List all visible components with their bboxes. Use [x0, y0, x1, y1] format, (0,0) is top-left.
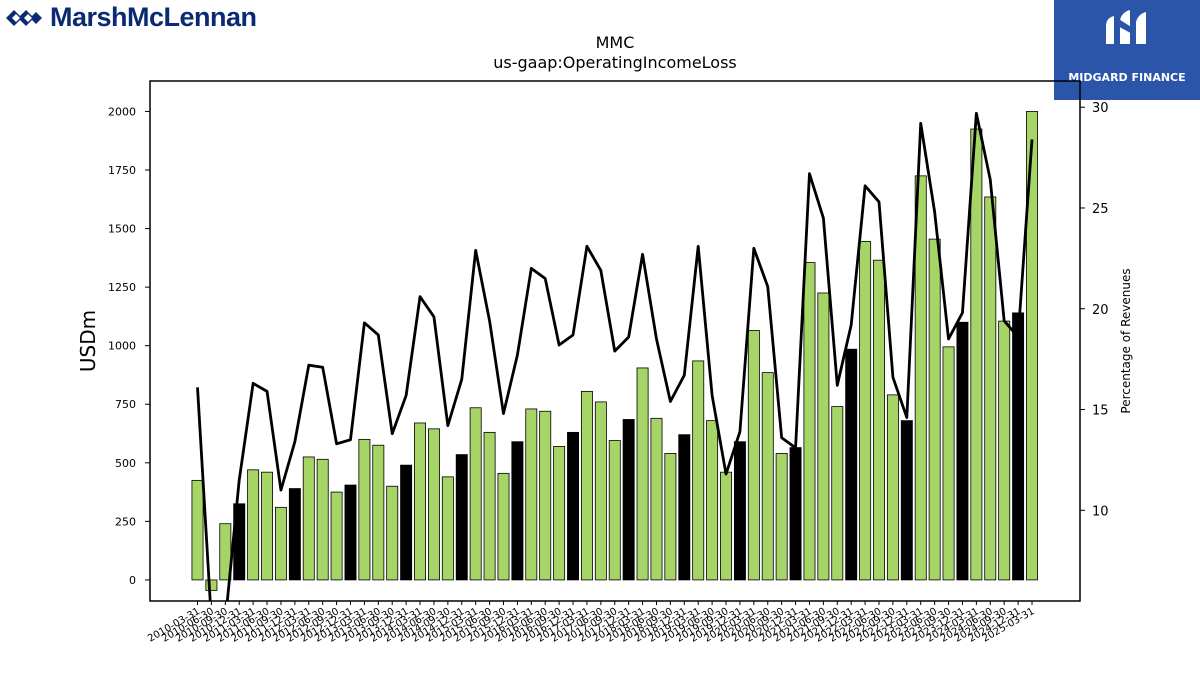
bar	[636, 367, 649, 581]
y-tick-label: 500	[115, 457, 136, 470]
y2-axis-label: Percentage of Revenues	[1119, 268, 1133, 413]
y-tick-label: 2000	[108, 105, 136, 118]
bar	[803, 262, 816, 581]
bar	[900, 420, 913, 581]
bar	[483, 431, 496, 581]
bar	[664, 453, 677, 581]
bar	[330, 491, 343, 581]
bar	[344, 484, 357, 581]
bar	[970, 128, 983, 581]
bar	[845, 348, 858, 581]
midgard-logo-icon	[1106, 10, 1146, 44]
bar	[525, 408, 538, 581]
bar	[956, 321, 969, 581]
bar	[984, 196, 997, 581]
bar	[1012, 312, 1025, 581]
y-tick-label: 1250	[108, 281, 136, 294]
y-tick-label: 1500	[108, 223, 136, 236]
bar	[316, 458, 329, 581]
bar	[720, 471, 732, 581]
bar	[692, 360, 705, 581]
bar	[288, 488, 301, 581]
bar	[747, 330, 760, 581]
y2-tick-label: 10	[1092, 504, 1109, 519]
y-tick-label: 1000	[108, 340, 136, 353]
bar	[358, 438, 371, 581]
bar	[567, 431, 579, 581]
bar	[372, 444, 385, 581]
bar	[608, 440, 621, 581]
bar	[789, 447, 802, 581]
bar	[441, 476, 454, 581]
bar	[831, 406, 844, 581]
bar	[247, 469, 260, 581]
bar	[1026, 111, 1038, 581]
y-tick-label: 1750	[108, 164, 136, 177]
bar	[873, 259, 885, 581]
percentage-line-series	[196, 111, 1034, 601]
bar	[942, 346, 955, 581]
x-axis: 2010-03-312010-06-302010-09-302010-12-31…	[146, 601, 1037, 645]
bar	[302, 456, 315, 581]
midgard-finance-label: MIDGARD FINANCE	[1068, 71, 1186, 84]
bar	[914, 175, 927, 581]
bar	[274, 506, 287, 581]
chart-title: MMC	[596, 33, 635, 52]
bar	[539, 410, 552, 581]
bar	[622, 419, 635, 581]
y-tick-label: 250	[115, 515, 136, 528]
bar	[261, 471, 274, 581]
bar	[817, 292, 830, 581]
bar	[469, 407, 482, 581]
bar	[650, 417, 663, 581]
bar	[580, 390, 593, 581]
bar	[733, 441, 746, 581]
midgard-finance-badge: MIDGARD FINANCE	[1054, 0, 1200, 100]
bar-series	[191, 111, 1038, 591]
bar	[928, 238, 941, 581]
brand-name: MarshMcLennan	[50, 2, 257, 32]
y-axis-label: USDm	[76, 310, 100, 372]
y2-tick-label: 25	[1092, 202, 1109, 217]
bar	[553, 446, 566, 581]
percentage-line	[196, 111, 1034, 601]
bar	[427, 428, 440, 581]
bar	[386, 485, 399, 581]
bar	[775, 453, 788, 581]
y-tick-label: 0	[129, 574, 136, 587]
bar	[886, 394, 899, 581]
bar	[414, 422, 427, 581]
bar	[998, 320, 1011, 581]
bar	[205, 579, 218, 591]
bar	[761, 372, 774, 581]
bar	[706, 420, 719, 581]
y2-tick-label: 20	[1092, 303, 1109, 318]
bar	[400, 464, 413, 581]
y2-tick-label: 15	[1092, 404, 1109, 419]
marshmclennan-mark-icon	[6, 9, 42, 26]
chart-subtitle: us-gaap:OperatingIncomeLoss	[493, 53, 737, 72]
bar	[859, 241, 872, 581]
marshmclennan-logo: MarshMcLennan	[4, 2, 257, 33]
bar	[511, 441, 524, 581]
bar	[594, 401, 607, 581]
left-y-axis: 0 250 500 750 1000 1250 1500 1750 2000	[108, 105, 150, 587]
y2-tick-label: 30	[1092, 101, 1109, 116]
y-tick-label: 750	[115, 398, 136, 411]
bar	[678, 434, 691, 581]
bar	[497, 472, 510, 581]
bar	[455, 454, 468, 581]
bar	[191, 479, 204, 581]
right-y-axis: 10 15 20 25 30	[1080, 101, 1109, 519]
